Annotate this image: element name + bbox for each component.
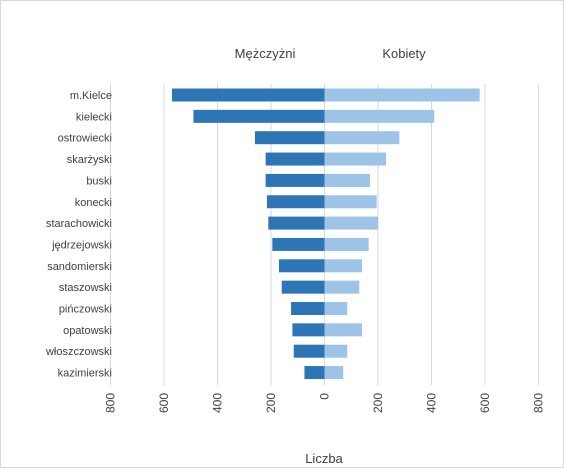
x-tick-label: 0 <box>318 393 332 400</box>
x-tick-label: 400 <box>425 393 439 413</box>
bar-women <box>324 195 377 209</box>
x-tick-label: 200 <box>371 393 385 413</box>
bar-men <box>265 152 325 166</box>
bars <box>172 88 480 380</box>
series-label-women: Kobiety <box>382 46 426 61</box>
bar-men <box>291 302 325 315</box>
category-label: jędrzejowski <box>51 239 112 251</box>
x-tick-label: 400 <box>211 393 225 413</box>
gridlines <box>110 84 539 385</box>
bar-men <box>293 344 325 358</box>
category-label: skarżyski <box>67 154 112 166</box>
bar-women <box>324 259 362 273</box>
category-label: sandomierski <box>47 261 112 273</box>
bar-women <box>324 131 400 145</box>
x-tick-labels: 800 600 400 200 0 200 400 600 800 <box>104 393 546 413</box>
series-label-men: Mężczyżni <box>235 46 296 61</box>
category-label: starachowicki <box>46 218 112 230</box>
bar-men <box>254 131 325 145</box>
bar-women <box>324 280 360 294</box>
bar-men <box>304 366 325 380</box>
x-tick-label: 800 <box>532 393 546 413</box>
x-tick-label: 600 <box>157 393 171 413</box>
category-label: buski <box>86 175 112 187</box>
bar-men <box>265 173 325 187</box>
bar-men <box>266 195 325 209</box>
bar-women <box>324 88 480 102</box>
category-label: ostrowiecki <box>58 133 112 145</box>
bar-men <box>281 280 325 294</box>
category-label: kazimierski <box>58 368 112 380</box>
bar-women <box>324 366 344 380</box>
bar-women <box>324 302 348 315</box>
bar-women <box>324 152 387 166</box>
x-tick-label: 800 <box>104 393 118 413</box>
bar-men <box>172 88 325 102</box>
category-label: m.Kielce <box>70 90 112 102</box>
bar-women <box>324 323 362 337</box>
bar-men <box>193 109 325 123</box>
category-label: kielecki <box>76 111 112 123</box>
bar-men <box>272 237 325 251</box>
bar-men <box>292 323 325 337</box>
bar-men <box>279 259 325 273</box>
category-labels: m.Kielce kielecki ostrowiecki skarżyski busk… <box>45 90 112 380</box>
bar-women <box>324 109 435 123</box>
category-label: pińczowski <box>59 304 112 316</box>
x-tick-label: 600 <box>478 393 492 413</box>
x-tick-label: 200 <box>264 393 278 413</box>
bar-women <box>324 173 370 187</box>
bar-women <box>324 216 378 230</box>
bar-men <box>268 216 325 230</box>
bar-women <box>324 344 348 358</box>
category-label: konecki <box>75 197 112 209</box>
category-label: staszowski <box>59 282 112 294</box>
category-label: opatowski <box>63 325 112 337</box>
category-label: włoszczowski <box>45 346 112 358</box>
x-axis-title: Liczba <box>305 451 343 466</box>
bar-women <box>324 237 369 251</box>
